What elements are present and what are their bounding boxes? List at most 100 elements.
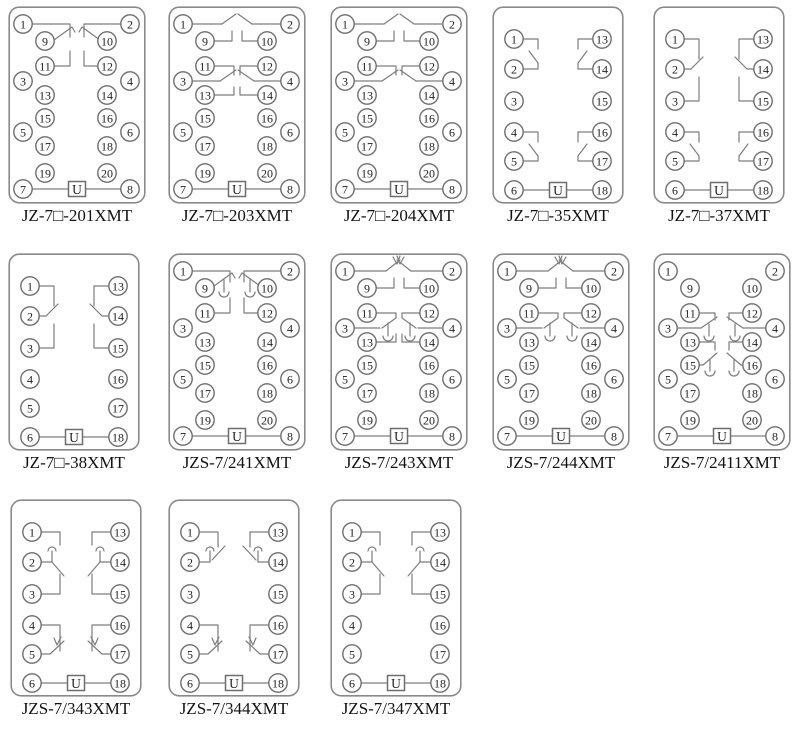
- terminal-14: [257, 332, 277, 352]
- terminal-1: [173, 14, 193, 34]
- relay-panel-201: U 1 2 9 10 11 12 3 4 13 14 15 16 5 6 17 18 19 20 7 8: [8, 6, 146, 204]
- terminal-number: 15: [272, 587, 284, 601]
- terminal-14: [753, 59, 773, 79]
- terminal-number: 11: [361, 59, 373, 73]
- contact-wire: [703, 335, 715, 342]
- terminal-number: 7: [665, 429, 671, 443]
- contact-wire: [537, 277, 557, 289]
- contact-wire: [249, 531, 270, 548]
- terminal-number: 6: [672, 183, 678, 197]
- terminal-19: [357, 163, 377, 183]
- terminal-2: [120, 14, 140, 34]
- terminal-number: 5: [504, 372, 510, 386]
- terminal-17: [110, 644, 130, 664]
- contact-wire: [198, 531, 219, 548]
- terminal-number: 19: [199, 166, 211, 180]
- terminal-number: 13: [361, 335, 373, 349]
- terminal-number: 18: [272, 676, 284, 690]
- terminal-number: 13: [272, 525, 284, 539]
- panel-model-label: JZS-7/347XMT: [341, 699, 451, 718]
- contact-wire: [89, 303, 103, 317]
- terminal-2: [22, 552, 42, 572]
- terminal-5: [173, 122, 193, 142]
- terminal-17: [753, 151, 773, 171]
- contact-wire: [87, 640, 103, 655]
- terminal-20: [581, 410, 601, 430]
- terminal-16: [430, 615, 450, 635]
- coil-box: [66, 674, 86, 692]
- terminal-11: [195, 56, 215, 76]
- terminal-20: [257, 410, 277, 430]
- terminal-diagram: U 1 13 2 14 3 15 4 16 5 17 6 18: [492, 6, 624, 204]
- terminal-17: [195, 383, 215, 403]
- coil-label: U: [232, 429, 242, 444]
- terminal-number: 4: [511, 125, 517, 139]
- contact-wire: [738, 155, 755, 162]
- terminal-8: [120, 179, 140, 199]
- contact-wire: [382, 335, 394, 342]
- contact-wire: [577, 62, 594, 70]
- terminal-diagram: U 1 13 2 14 3 15 4 16 5 17 6 18: [330, 499, 462, 697]
- terminal-number: 11: [361, 306, 373, 320]
- terminal-number: 6: [772, 372, 778, 386]
- contact-wire: [38, 323, 55, 349]
- terminal-number: 5: [27, 401, 33, 415]
- panel-border: [653, 253, 791, 451]
- terminal-1: [20, 276, 40, 296]
- terminal-number: 4: [187, 618, 193, 632]
- terminal-20: [419, 163, 439, 183]
- panel-border: [492, 6, 624, 204]
- contact-wire: [729, 335, 741, 342]
- contact-wire: [237, 69, 255, 82]
- terminal-15: [195, 108, 215, 128]
- terminal-6: [180, 673, 200, 693]
- terminal-number: 2: [27, 309, 33, 323]
- contact-wire: [239, 86, 261, 96]
- terminal-8: [442, 426, 462, 446]
- terminal-15: [268, 584, 288, 604]
- contact-wire: [211, 545, 226, 561]
- panel-model-label: JZ-7□-204XMT: [343, 206, 455, 225]
- contact-wire: [528, 143, 539, 157]
- terminal-number: 3: [180, 321, 186, 335]
- terminal-number: 9: [42, 34, 48, 48]
- terminal-5: [342, 644, 362, 664]
- relay-panel-343: U 1 13 2 14 3 15 4 16 5 17 6 18: [10, 499, 142, 697]
- contact-wire: [90, 636, 99, 646]
- terminal-number: 14: [423, 335, 435, 349]
- terminal-number: 16: [746, 358, 758, 372]
- terminal-number: 4: [287, 74, 293, 88]
- coil-box: [712, 427, 732, 445]
- terminal-number: 3: [349, 587, 355, 601]
- terminal-5: [335, 369, 355, 389]
- coil-label: U: [717, 429, 727, 444]
- terminal-number: 11: [199, 59, 211, 73]
- terminal-number: 18: [112, 430, 124, 444]
- contact-wire: [360, 531, 381, 546]
- terminal-number: 17: [199, 139, 211, 153]
- contact-wire: [577, 155, 594, 162]
- terminal-number: 2: [349, 555, 355, 569]
- contact-wire: [577, 38, 594, 50]
- terminal-17: [357, 136, 377, 156]
- terminal-number: 8: [611, 429, 617, 443]
- terminal-15: [110, 584, 130, 604]
- relay-panel-204: U 1 2 9 10 11 12 3 4 13 14 15 16 5 6 17 18 19 20 7 8: [330, 6, 468, 204]
- terminal-7: [13, 179, 33, 199]
- terminal-number: 3: [187, 587, 193, 601]
- terminal-number: 17: [114, 647, 126, 661]
- terminal-number: 15: [361, 111, 373, 125]
- terminal-number: 1: [20, 17, 26, 31]
- terminal-1: [342, 522, 362, 542]
- coil-box: [67, 180, 87, 198]
- terminal-number: 4: [349, 618, 355, 632]
- terminal-18: [257, 136, 277, 156]
- terminal-number: 3: [342, 321, 348, 335]
- contact-wire: [238, 272, 261, 287]
- terminal-1: [665, 29, 685, 49]
- terminal-number: 14: [596, 62, 608, 76]
- terminal-15: [680, 355, 700, 375]
- contact-wire: [411, 531, 432, 546]
- terminal-number: 6: [127, 125, 133, 139]
- terminal-number: 16: [101, 111, 113, 125]
